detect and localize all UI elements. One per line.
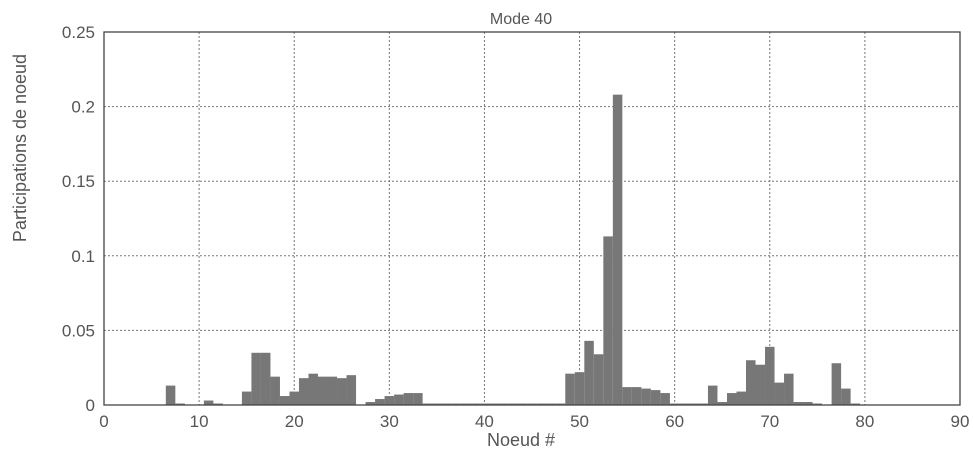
bar bbox=[631, 387, 642, 405]
x-tick-label: 50 bbox=[570, 412, 589, 431]
x-tick-label: 70 bbox=[760, 412, 779, 431]
bar bbox=[375, 399, 385, 405]
x-axis-label: Noeud # bbox=[487, 430, 555, 450]
y-axis-label: Participations de noeud bbox=[10, 54, 30, 242]
bar bbox=[650, 390, 661, 405]
bar bbox=[698, 403, 708, 405]
bar bbox=[270, 376, 280, 405]
bar bbox=[641, 388, 651, 405]
bar bbox=[584, 340, 594, 405]
x-tick-label: 0 bbox=[99, 412, 108, 431]
bar bbox=[688, 403, 699, 405]
bar bbox=[565, 373, 575, 405]
bar bbox=[260, 352, 271, 405]
y-tick-label: 0.15 bbox=[62, 172, 95, 191]
bar bbox=[527, 403, 537, 405]
bar bbox=[441, 403, 452, 405]
bar bbox=[308, 373, 318, 405]
bar-series bbox=[165, 94, 861, 405]
y-tick-label: 0.05 bbox=[62, 321, 95, 340]
bar bbox=[498, 403, 509, 405]
bar bbox=[489, 403, 499, 405]
bar bbox=[850, 403, 861, 405]
bar bbox=[812, 403, 823, 405]
bar bbox=[660, 393, 670, 405]
x-tick-label: 40 bbox=[475, 412, 494, 431]
bar bbox=[746, 360, 756, 405]
bar bbox=[765, 346, 775, 405]
bar bbox=[508, 403, 518, 405]
bar bbox=[337, 378, 347, 405]
bar bbox=[384, 396, 395, 405]
x-tick-label: 10 bbox=[190, 412, 209, 431]
bar bbox=[536, 403, 547, 405]
bar bbox=[726, 393, 737, 405]
bar bbox=[298, 378, 309, 405]
bar bbox=[422, 403, 433, 405]
bar bbox=[413, 393, 423, 405]
bar bbox=[669, 403, 680, 405]
chart-title: Mode 40 bbox=[490, 11, 552, 28]
bar bbox=[165, 385, 176, 405]
bar bbox=[403, 393, 414, 405]
bar bbox=[803, 402, 813, 405]
bar bbox=[622, 387, 632, 405]
y-tick-label: 0.25 bbox=[62, 23, 95, 42]
bar bbox=[432, 403, 442, 405]
bar bbox=[251, 352, 261, 405]
bar bbox=[755, 364, 766, 405]
plot-frame bbox=[103, 31, 961, 406]
bar bbox=[612, 94, 623, 405]
bar bbox=[470, 403, 480, 405]
bar bbox=[774, 382, 785, 405]
bar bbox=[213, 403, 223, 405]
bar bbox=[679, 403, 689, 405]
bar bbox=[460, 403, 471, 405]
x-tick-label: 30 bbox=[380, 412, 399, 431]
bar bbox=[279, 396, 290, 405]
bar bbox=[793, 402, 804, 405]
bar bbox=[241, 391, 252, 405]
bar bbox=[707, 385, 718, 405]
bar bbox=[555, 403, 566, 405]
y-tick-label: 0.2 bbox=[71, 98, 95, 117]
bar bbox=[203, 400, 214, 405]
bar bbox=[517, 403, 528, 405]
y-axis-tick-labels: 0 0.05 0.1 0.15 0.2 0.25 bbox=[62, 23, 95, 415]
x-tick-label: 90 bbox=[951, 412, 970, 431]
y-tick-label: 0.1 bbox=[71, 247, 95, 266]
bar bbox=[603, 236, 613, 405]
bar bbox=[327, 376, 338, 405]
bar bbox=[841, 388, 851, 405]
bar bbox=[593, 354, 604, 405]
bar bbox=[784, 373, 794, 405]
bar bbox=[831, 363, 842, 405]
bar bbox=[736, 391, 746, 405]
grid-lines bbox=[104, 32, 960, 405]
x-tick-label: 60 bbox=[665, 412, 684, 431]
bar bbox=[318, 376, 328, 405]
bar bbox=[717, 402, 727, 405]
bar bbox=[175, 403, 185, 405]
bar bbox=[451, 403, 461, 405]
bar bbox=[346, 375, 357, 405]
bar bbox=[546, 403, 556, 405]
x-tick-label: 20 bbox=[285, 412, 304, 431]
y-tick-label: 0 bbox=[86, 396, 95, 415]
x-tick-label: 80 bbox=[855, 412, 874, 431]
bar bbox=[479, 403, 490, 405]
bar bbox=[574, 372, 585, 405]
x-axis-tick-labels: 0 10 20 30 40 50 60 70 80 90 bbox=[99, 412, 969, 431]
bar bbox=[394, 394, 404, 405]
bar bbox=[289, 391, 299, 405]
bar bbox=[365, 402, 376, 405]
